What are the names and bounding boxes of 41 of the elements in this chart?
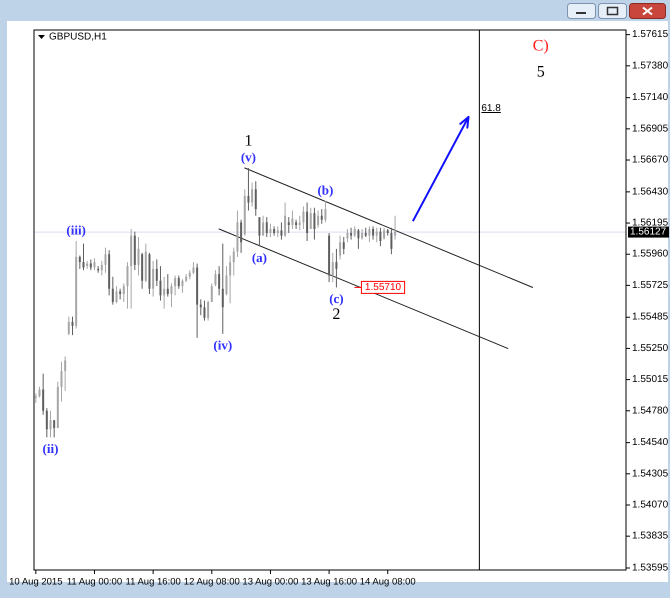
annotation: (iv): [213, 337, 232, 352]
x-tick-label: 13 Aug 00:00: [242, 576, 298, 588]
y-tick-label: 1.54540: [632, 437, 669, 448]
y-tick-label: 1.57380: [632, 60, 669, 72]
y-tick-label: 1.56195: [632, 218, 669, 229]
annotation: (c): [329, 290, 344, 306]
x-tick-label: 11 Aug 16:00: [125, 576, 181, 588]
annotation: (a): [252, 250, 268, 265]
y-tick-label: 1.57615: [632, 29, 669, 40]
y-tick-label: 1.55960: [632, 248, 669, 260]
annotation: 2: [332, 306, 340, 323]
annotation: C): [532, 38, 549, 54]
ref-line-label: 61.8: [481, 103, 502, 114]
y-tick-label: 1.53835: [632, 530, 669, 542]
y-tick-label: 1.55015: [632, 374, 669, 386]
x-tick-label: 10 Aug 2015: [9, 576, 63, 588]
y-tick-label: 1.54070: [632, 499, 669, 510]
candlestick: [34, 394, 37, 403]
annotation: 5: [536, 64, 545, 80]
annotation: (iii): [66, 222, 86, 238]
y-tick-label: 1.54305: [632, 468, 669, 480]
x-tick-label: 13 Aug 16:00: [301, 576, 358, 588]
y-tick-label: 1.55250: [632, 342, 669, 354]
x-tick-label: 12 Aug 08:00: [184, 576, 240, 588]
annotation: 1.55710: [364, 282, 402, 293]
x-tick-label: 14 Aug 08:00: [360, 576, 416, 588]
annotation: (b): [317, 182, 334, 198]
y-tick-label: 1.53595: [632, 562, 669, 574]
annotation: (ii): [42, 440, 58, 456]
y-tick-label: 1.57140: [632, 92, 669, 104]
y-tick-label: 1.56430: [632, 186, 669, 198]
annotation: (v): [240, 149, 256, 164]
x-tick-label: 11 Aug 00:00: [66, 576, 122, 588]
price-tag: 1.56127: [628, 226, 669, 238]
y-tick-label: 1.56905: [632, 123, 669, 134]
y-tick-label: 1.55725: [632, 280, 669, 291]
chart-title: GBPUSD,H1: [49, 32, 108, 42]
y-tick-label: 1.54780: [632, 405, 669, 416]
y-tick-label: 1.56670: [632, 154, 669, 166]
y-tick-label: 1.55485: [632, 312, 669, 323]
annotation: 1: [244, 132, 252, 150]
